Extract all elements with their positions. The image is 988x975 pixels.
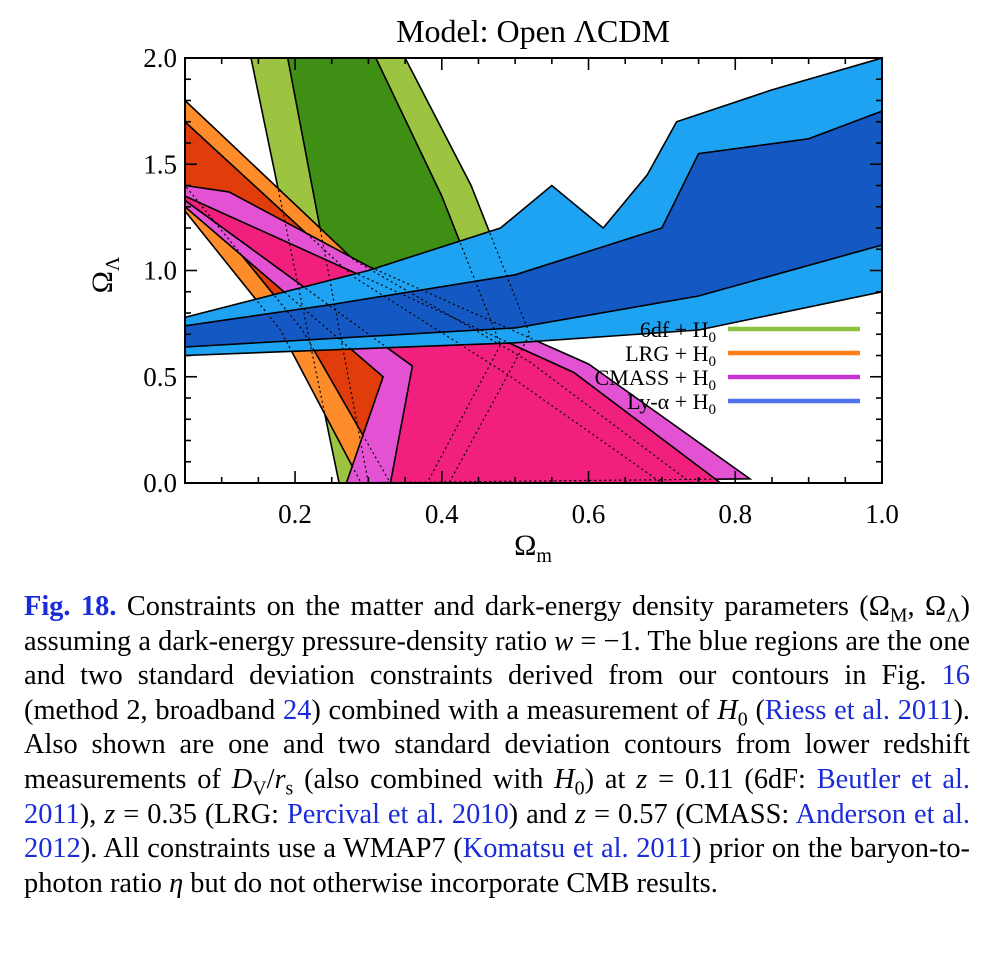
y-tick-label: 1.5 (143, 149, 177, 179)
legend-label-ly-h: Ly-α + H0 (627, 389, 716, 418)
contour-outer-lrg-h (185, 99, 693, 483)
legend-label-6df-h: 6df + H0 (640, 317, 716, 346)
legend-label-cmass-h: CMASS + H0 (595, 365, 716, 394)
link-komatsu-2011[interactable]: Komatsu et al. 2011 (462, 833, 692, 865)
link-percival-2010[interactable]: Percival et al. 2010 (286, 798, 509, 830)
tick-labels: 0.2 0.4 0.6 0.8 1.0 0.0 0.5 1.0 1.5 2.0 (143, 43, 899, 529)
contour-inner-ly-h (185, 110, 882, 348)
x-axis-label: Ωm (514, 529, 552, 567)
link-beutler-2011[interactable]: Beutler et al. 2011 (24, 763, 970, 830)
x-tick-label: 1.0 (865, 499, 899, 529)
contour-figure: Model: Open ΛCDM 0.2 0.4 0.6 0.8 1.0 0.0 0.5 1.… (86, 13, 899, 567)
figure-caption: Fig. 18. Constraints on the matter and d… (24, 591, 971, 899)
axis-ticks (184, 57, 883, 484)
contour-dotted-outer-cmass-h (185, 184, 752, 483)
x-tick-label: 0.8 (718, 499, 752, 529)
y-tick-label: 2.0 (143, 43, 177, 73)
x-tick-label: 0.4 (425, 499, 459, 529)
figure-label: Fig. 18. (24, 591, 117, 622)
link-24[interactable]: 24 (282, 694, 312, 726)
y-tick-label: 0.0 (143, 468, 177, 498)
chart-title: Model: Open ΛCDM (396, 13, 670, 49)
x-tick-label: 0.6 (572, 499, 606, 529)
legend-label-lrg-h: LRG + H0 (625, 341, 716, 370)
y-tick-label: 1.0 (143, 256, 177, 286)
y-tick-label: 0.5 (143, 362, 177, 392)
contour-regions (185, 58, 882, 483)
link-riess-2011[interactable]: Riess et al. 2011 (764, 694, 954, 726)
y-axis-label: ΩΛ (86, 256, 124, 293)
link-anderson-2012[interactable]: Anderson et al. 2012 (24, 798, 971, 865)
x-tick-label: 0.2 (278, 499, 312, 529)
link-fig-16[interactable]: 16 (941, 660, 970, 692)
dotted-overlays (185, 58, 752, 483)
